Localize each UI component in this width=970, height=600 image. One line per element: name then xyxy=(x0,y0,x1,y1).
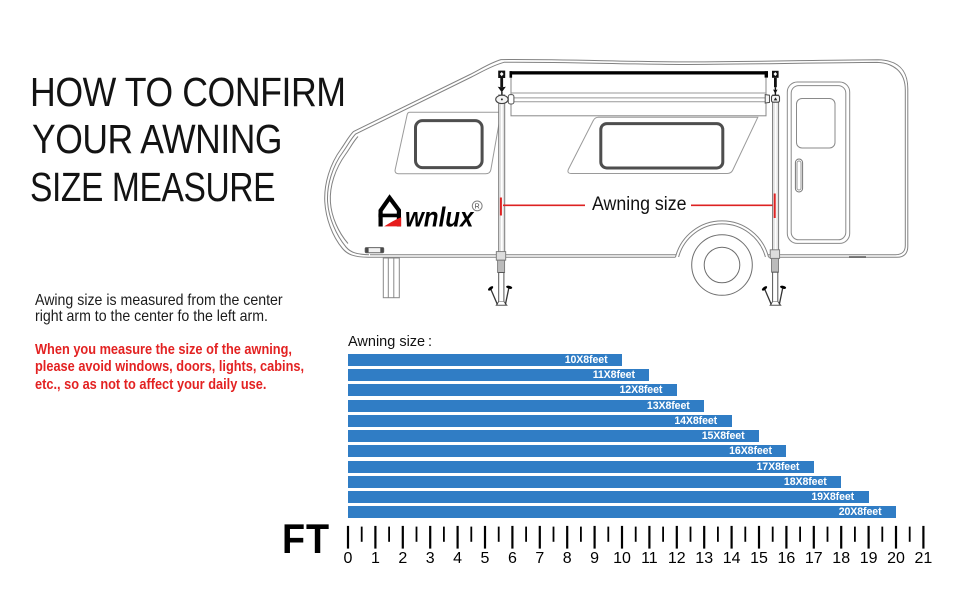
svg-text:11: 11 xyxy=(641,550,658,567)
svg-text:6: 6 xyxy=(508,550,517,567)
svg-text:5: 5 xyxy=(481,550,490,567)
svg-text:17: 17 xyxy=(805,550,823,567)
svg-text:7: 7 xyxy=(535,550,544,567)
svg-text:18: 18 xyxy=(832,550,850,567)
svg-text:4: 4 xyxy=(453,550,462,567)
svg-text:16: 16 xyxy=(778,550,796,567)
svg-text:1: 1 xyxy=(371,550,380,567)
svg-text:21: 21 xyxy=(915,550,933,567)
svg-text:12: 12 xyxy=(668,550,686,567)
svg-text:R: R xyxy=(475,204,480,211)
svg-text:3: 3 xyxy=(426,550,435,567)
svg-text:19: 19 xyxy=(860,550,878,567)
svg-text:wnlux: wnlux xyxy=(405,202,475,233)
svg-text:15: 15 xyxy=(750,550,768,567)
svg-text:8: 8 xyxy=(563,550,572,567)
svg-text:0: 0 xyxy=(344,550,353,567)
svg-text:14: 14 xyxy=(723,550,741,567)
svg-text:9: 9 xyxy=(590,550,599,567)
svg-text:10: 10 xyxy=(613,550,631,567)
svg-text:Awning size: Awning size xyxy=(592,193,687,215)
svg-text:13: 13 xyxy=(695,550,713,567)
svg-text:2: 2 xyxy=(398,550,407,567)
svg-text:20: 20 xyxy=(887,550,905,567)
